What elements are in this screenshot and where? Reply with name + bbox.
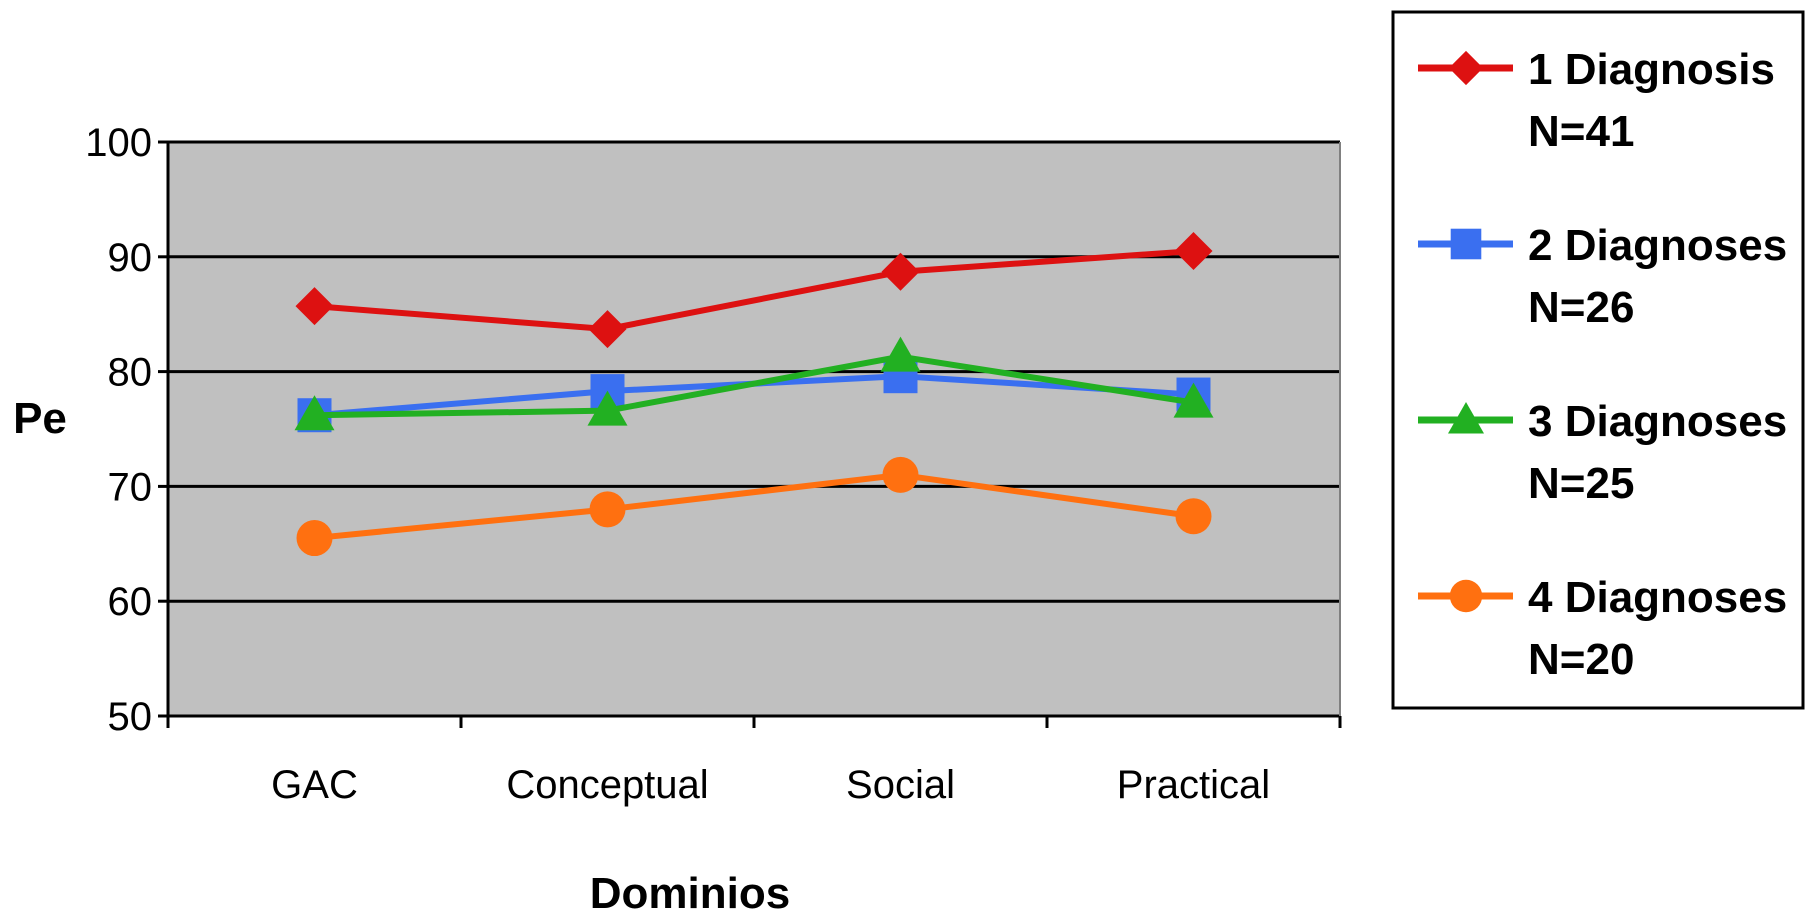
x-tick-label: GAC (271, 763, 358, 807)
legend-label: 3 Diagnoses (1528, 397, 1787, 446)
legend-marker (1448, 50, 1484, 86)
data-point (588, 310, 627, 349)
y-tick-label: 50 (108, 695, 153, 739)
data-point (587, 390, 628, 426)
data-point (880, 336, 921, 372)
y-tick-label: 100 (85, 121, 152, 165)
series-line (314, 471, 1194, 542)
data-point (294, 395, 335, 431)
legend-marker (1449, 579, 1483, 613)
data-point (881, 252, 920, 291)
x-tick-label: Practical (1117, 763, 1270, 807)
series-3 (294, 336, 1214, 431)
legend-item-1: 1 Diagnosis N=41 (1418, 45, 1775, 156)
y-tick-label: 90 (108, 236, 153, 280)
x-tick-label: Social (846, 763, 955, 807)
data-point (882, 456, 919, 493)
x-axis-title: Dominios (590, 869, 790, 918)
legend-sublabel: N=20 (1528, 635, 1634, 684)
legend-items: 1 Diagnosis N=41 2 Diagnoses N=26 3 Diagnose… (1418, 45, 1787, 684)
legend: 1 Diagnosis N=41 2 Diagnoses N=26 3 Diagnose… (1391, 10, 1805, 710)
data-point (1174, 232, 1213, 271)
data-point (295, 287, 334, 326)
legend-marker (1450, 228, 1482, 260)
legend-sublabel: N=26 (1528, 283, 1634, 332)
series-line (314, 248, 1194, 333)
legend-label: 4 Diagnoses (1528, 573, 1787, 622)
y-tick-label: 80 (108, 351, 153, 395)
series-group (294, 232, 1214, 557)
data-point (589, 491, 626, 528)
legend-sublabel: N=41 (1528, 107, 1634, 156)
data-point (1175, 498, 1212, 535)
y-axis-title: Pe (13, 394, 67, 443)
legend-item-4: 4 Diagnoses N=20 (1418, 573, 1787, 684)
x-tick-label: Conceptual (506, 763, 708, 807)
legend-marker (1448, 402, 1484, 434)
y-axis-ticks: 50 60 70 80 90 100 (85, 121, 168, 739)
legend-label: 1 Diagnosis (1528, 45, 1775, 94)
data-point (1173, 382, 1214, 418)
legend-sublabel: N=25 (1528, 459, 1634, 508)
legend-item-3: 3 Diagnoses N=25 (1418, 397, 1787, 508)
y-tick-label: 70 (108, 465, 153, 509)
plot-area (168, 142, 1340, 716)
series-4 (296, 456, 1212, 557)
y-tick-label: 60 (108, 580, 153, 624)
series-1 (295, 232, 1213, 349)
legend-label: 2 Diagnoses (1528, 221, 1787, 270)
data-point (296, 520, 333, 557)
legend-item-2: 2 Diagnoses N=26 (1418, 221, 1787, 332)
series-line (314, 353, 1194, 419)
x-axis-ticks: GAC Conceptual Social Practical (166, 716, 1342, 807)
